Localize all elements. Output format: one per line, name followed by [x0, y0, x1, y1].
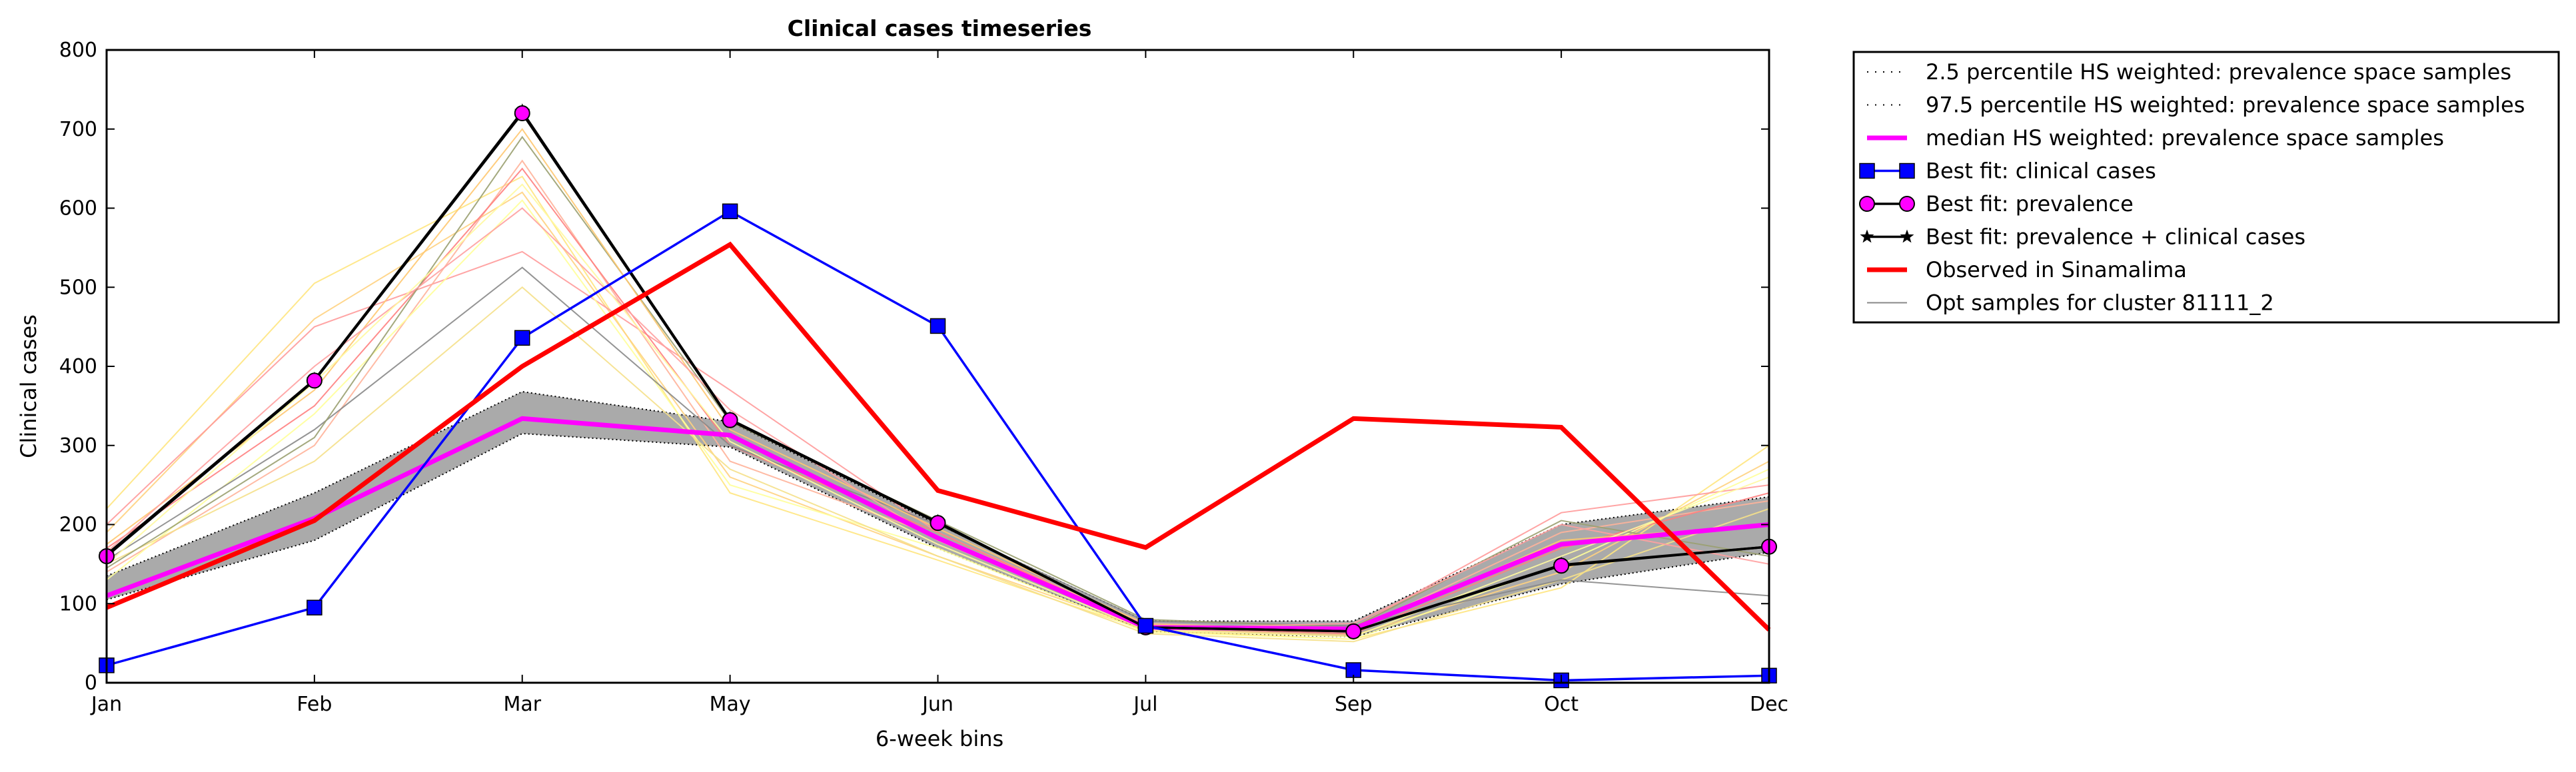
legend-entry: 2.5 percentile HS weighted: prevalence s… — [1867, 59, 2511, 85]
legend-swatch-circle-marker — [1899, 196, 1915, 212]
best-fit-clinical-cases-point — [722, 203, 738, 219]
legend-label: Best fit: prevalence + clinical cases — [1926, 224, 2305, 250]
y-tick-label: 600 — [59, 197, 97, 220]
legend: 2.5 percentile HS weighted: prevalence s… — [1852, 51, 2560, 324]
observed-in-sinamalima-line — [105, 241, 1771, 631]
sample-line-5 — [106, 167, 1770, 635]
best-fit-clinical-cases-point — [1137, 617, 1154, 634]
sample-line-12 — [106, 183, 1770, 638]
y-tick-label: 400 — [59, 355, 97, 378]
legend-entry: Best fit: prevalence + clinical cases — [1860, 224, 2305, 250]
y-axis-title: Clinical cases — [16, 314, 41, 458]
x-tick-label: Jun — [921, 693, 954, 716]
sample-line-6 — [106, 199, 1770, 640]
legend-label: 2.5 percentile HS weighted: prevalence s… — [1926, 59, 2511, 85]
sample-line-7 — [106, 286, 1770, 643]
legend-label: Best fit: clinical cases — [1926, 159, 2156, 184]
legend-entry: Opt samples for cluster 81111_2 — [1867, 290, 2274, 316]
best-fit-prevalence-point — [1345, 623, 1362, 639]
legend-label: Best fit: prevalence — [1926, 191, 2134, 216]
percentile-2-5-line — [106, 432, 1770, 638]
legend-swatch-square-marker — [1859, 163, 1875, 179]
y-tick-label: 0 — [85, 671, 97, 695]
sample-line-1 — [106, 175, 1770, 640]
best-fit-prevalence-point — [306, 372, 322, 389]
legend-entry: median HS weighted: prevalence space sam… — [1867, 125, 2444, 151]
legend-label: Observed in Sinamalima — [1926, 257, 2187, 282]
legend-swatch-circle-marker — [1859, 196, 1875, 212]
y-tick-label: 500 — [59, 276, 97, 299]
y-tick-label: 700 — [59, 118, 97, 141]
best-fit-clinical-cases-point — [930, 318, 946, 334]
x-tick-label: Jul — [1132, 693, 1157, 716]
best-fit-prevalence-point — [930, 515, 946, 532]
x-tick-label: Mar — [503, 693, 541, 716]
legend-entry: 97.5 percentile HS weighted: prevalence … — [1867, 93, 2525, 118]
legend-swatch-square-marker — [1899, 163, 1915, 179]
axes-layer: 0 100 200 300 400 500 600 700 800 Jan Feb Mar May Jun… — [59, 39, 1788, 716]
legend-box — [1852, 51, 2560, 324]
best-fit-clinical-cases-point — [307, 599, 322, 615]
x-tick-label: Oct — [1544, 693, 1579, 716]
legend-label: median HS weighted: prevalence space sam… — [1926, 125, 2444, 151]
x-tick-label: Feb — [297, 693, 332, 716]
x-tick-label: Jan — [90, 693, 122, 716]
median-line — [105, 416, 1770, 631]
best-fit-prevalence-point — [722, 412, 738, 428]
y-tick-label: 300 — [59, 434, 97, 458]
legend-label: Opt samples for cluster 81111_2 — [1926, 290, 2274, 316]
y-tick-label: 100 — [59, 592, 97, 615]
x-axis-title: 6-week bins — [876, 726, 1003, 751]
series-layer — [99, 103, 1777, 689]
legend-label: 97.5 percentile HS weighted: prevalence … — [1926, 93, 2525, 118]
chart-title: Clinical cases timeseries — [788, 15, 1092, 41]
x-tick-label: Sep — [1335, 693, 1373, 716]
x-tick-label: Dec — [1750, 693, 1788, 716]
best-fit-prevalence-point — [514, 105, 530, 121]
y-tick-label: 800 — [59, 39, 97, 62]
legend-entry: Best fit: clinical cases — [1859, 159, 2156, 184]
legend-swatch-star-marker — [1900, 229, 1914, 243]
y-tick-label: 200 — [59, 514, 97, 537]
legend-swatch-star-marker — [1860, 229, 1874, 243]
best-fit-prevalence-point — [1553, 558, 1570, 574]
legend-entry: Observed in Sinamalima — [1867, 257, 2187, 282]
x-tick-label: May — [710, 693, 751, 716]
best-fit-clinical-cases-point — [514, 330, 530, 346]
legend-entry: Best fit: prevalence — [1859, 191, 2134, 216]
